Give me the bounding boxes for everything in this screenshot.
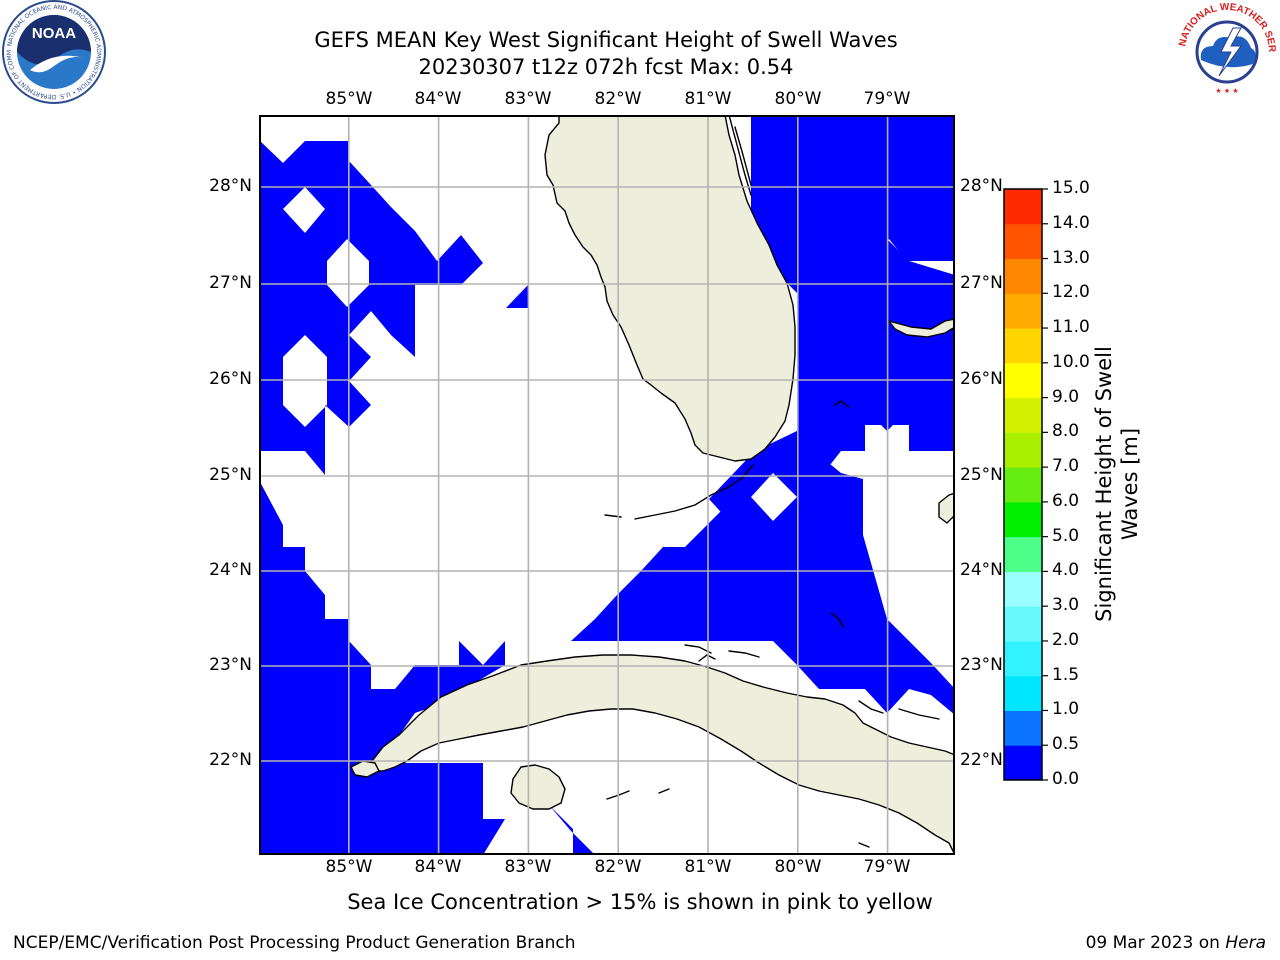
lat-label-right-27n: 27°N [960, 273, 1003, 293]
colorbar-band-7 [1004, 501, 1042, 538]
nws-logo: NATIONAL WEATHER SERVICE ★ ★ ★ [1175, 0, 1277, 102]
lat-label-right-23n: 23°N [960, 655, 1003, 675]
lat-label-left-25n: 25°N [209, 465, 252, 485]
lat-label-right-28n: 28°N [960, 176, 1003, 196]
colorbar-band-2 [1004, 675, 1042, 711]
lat-label-right-24n: 24°N [960, 560, 1003, 580]
colorbar-band-4 [1004, 606, 1042, 642]
colorbar-band-15 [1004, 223, 1042, 260]
lat-label-right-25n: 25°N [960, 465, 1003, 485]
lon-label-top-79w: 79°W [863, 89, 911, 109]
colorbar-tick-label: 9.0 [1052, 386, 1080, 407]
florida-peninsula [544, 115, 796, 462]
colorbar-label-line2: Waves [m] [1118, 427, 1142, 541]
colorbar-tick-label: 4.0 [1052, 560, 1080, 581]
footer-machine: Hera [1225, 933, 1266, 953]
lat-label-left-22n: 22°N [209, 750, 252, 770]
colorbar-band-12 [1004, 328, 1042, 364]
no-data-area [751, 473, 797, 521]
colorbar-tick-label: 1.0 [1052, 699, 1080, 720]
lat-label-left-27n: 27°N [209, 273, 252, 293]
colorbar-tick-label: 1.5 [1052, 664, 1080, 685]
colorbar-label-line1: Significant Height of Swell [1092, 346, 1116, 622]
lat-label-left-24n: 24°N [209, 560, 252, 580]
footer-on-text: on [1198, 933, 1220, 953]
colorbar-band-16 [1004, 189, 1042, 225]
colorbar-label: Significant Height of Swell Waves [m] [1091, 304, 1143, 664]
lon-label-bottom-84w: 84°W [414, 857, 462, 877]
lon-label-bottom-81w: 81°W [684, 857, 732, 877]
chart-subtitle: 20230307 t12z 072h fcst Max: 0.54 [418, 55, 794, 79]
colorbar-band-6 [1004, 536, 1042, 572]
colorbar-tick-label: 3.0 [1052, 595, 1080, 616]
colorbar [1003, 188, 1048, 781]
isle-of-youth [510, 764, 566, 810]
noaa-logo: NATIONAL OCEANIC AND ATMOSPHERIC ADMINIS… [0, 0, 106, 104]
colorbar-frame [1003, 188, 1043, 781]
andros-island [938, 492, 955, 524]
lat-label-left-23n: 23°N [209, 655, 252, 675]
colorbar-tick-label: 15.0 [1052, 178, 1090, 198]
lon-label-top-82w: 82°W [594, 89, 642, 109]
colorbar-tick-label: 11.0 [1052, 317, 1090, 338]
lat-label-right-22n: 22°N [960, 750, 1003, 770]
lon-label-bottom-85w: 85°W [325, 857, 373, 877]
lon-label-bottom-82w: 82°W [594, 857, 642, 877]
colorbar-tick-label: 0.0 [1052, 769, 1080, 789]
colorbar-band-9 [1004, 432, 1042, 468]
lon-label-top-81w: 81°W [684, 89, 732, 109]
colorbar-band-1 [1004, 710, 1042, 746]
colorbar-band-3 [1004, 640, 1042, 677]
colorbar-tick-label: 13.0 [1052, 247, 1090, 268]
grand-bahama [888, 318, 955, 338]
svg-text:★ ★ ★: ★ ★ ★ [1215, 87, 1238, 95]
colorbar-tick-label: 12.0 [1052, 282, 1090, 303]
cuba [368, 654, 955, 855]
islands-outline [604, 115, 940, 848]
colorbar-band-8 [1004, 467, 1042, 503]
land-masses [350, 115, 955, 855]
colorbar-band-10 [1004, 397, 1042, 433]
sea-ice-caption: Sea Ice Concentration > 15% is shown in … [347, 890, 933, 914]
colorbar-band-13 [1004, 293, 1042, 329]
footer-credit: NCEP/EMC/Verification Post Processing Pr… [13, 933, 576, 953]
footer-date: 09 Mar 2023 on Hera [1086, 933, 1266, 953]
colorbar-band-5 [1004, 571, 1042, 607]
colorbar-band-0 [1004, 745, 1042, 781]
lon-label-top-85w: 85°W [325, 89, 373, 109]
map-frame [259, 115, 955, 855]
colorbar-tick-label: 2.0 [1052, 629, 1080, 650]
colorbar-tick-label: 14.0 [1052, 212, 1090, 233]
lon-label-top-80w: 80°W [774, 89, 822, 109]
svg-text:NOAA: NOAA [32, 25, 76, 42]
footer-date-text: 09 Mar 2023 [1085, 933, 1194, 953]
colorbar-tick-label: 6.0 [1052, 490, 1080, 511]
colorbar-tick-label: 8.0 [1052, 421, 1080, 442]
colorbar-tick-label: 0.5 [1052, 734, 1080, 755]
map-gridlines [259, 115, 955, 855]
colorbar-band-14 [1004, 258, 1042, 294]
lat-label-right-26n: 26°N [960, 369, 1003, 389]
lon-label-bottom-79w: 79°W [863, 857, 911, 877]
colorbar-tick-label: 7.0 [1052, 456, 1080, 477]
chart-title: GEFS MEAN Key West Significant Height of… [314, 28, 898, 52]
colorbar-tick-label: 10.0 [1052, 351, 1090, 372]
colorbar-tick-label: 5.0 [1052, 525, 1080, 546]
lon-label-bottom-80w: 80°W [774, 857, 822, 877]
lat-label-left-26n: 26°N [209, 369, 252, 389]
map-panel [259, 115, 955, 855]
lon-label-top-83w: 83°W [504, 89, 552, 109]
colorbar-band-11 [1004, 362, 1042, 399]
lat-label-left-28n: 28°N [209, 176, 252, 196]
lon-label-top-84w: 84°W [414, 89, 462, 109]
lon-label-bottom-83w: 83°W [504, 857, 552, 877]
